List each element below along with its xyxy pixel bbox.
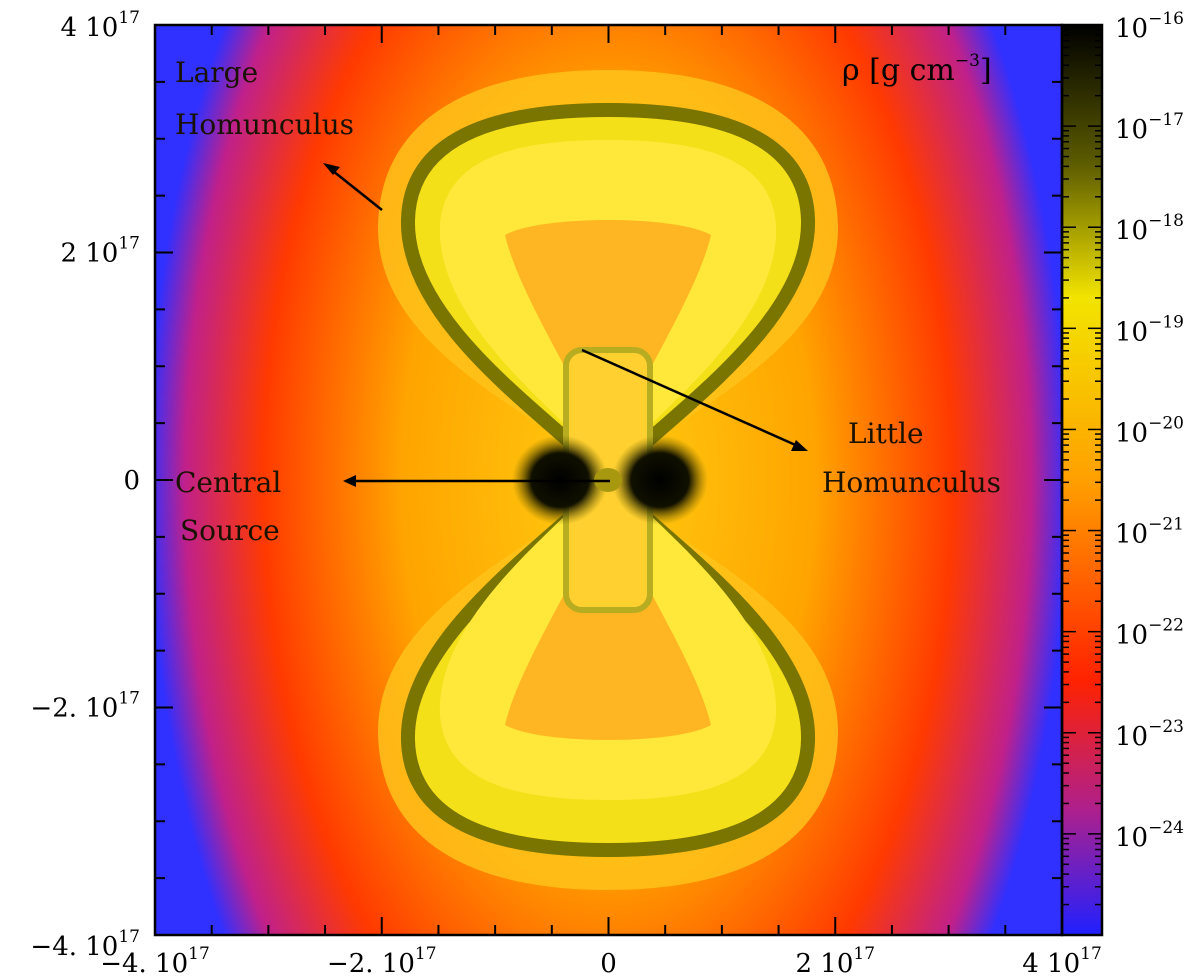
- arrowhead-little-homunculus: [791, 440, 808, 451]
- colorbar-tick-label: 10−21: [1115, 515, 1184, 550]
- y-axis: 4 1017 2 1017 0 −2. 1017 −4. 1017: [30, 8, 1062, 962]
- core-right: [612, 435, 708, 525]
- inner-cavity-bottom: [505, 500, 711, 740]
- colorbar-axis: 10−16 10−17 10−18 10−19 10−20 10−21 10−22 10−23…: [1062, 9, 1184, 936]
- colorbar-tick-label: 10−22: [1115, 616, 1184, 651]
- y-tick-label: −2. 1017: [30, 689, 140, 724]
- x-tick-label: 0: [600, 949, 617, 979]
- arrow-little-homunculus: [581, 348, 801, 449]
- inner-cavity-top: [505, 220, 711, 460]
- x-tick-label: 2 1017: [795, 944, 875, 979]
- annotation-large-line1: Large: [175, 56, 258, 89]
- annotation-large-line2: Homunculus: [175, 108, 354, 141]
- colorbar-tick-label: 10−18: [1115, 211, 1184, 246]
- y-tick-label: 0: [123, 466, 140, 496]
- arrowhead-central-source: [343, 475, 356, 487]
- annotation-little-line1: Little: [848, 417, 924, 450]
- x-tick-label: −4. 1017: [100, 944, 210, 979]
- annotation-central-line1: Central: [175, 466, 281, 499]
- y-tick-label: 4 1017: [60, 8, 140, 43]
- y-tick-label: −4. 1017: [30, 927, 140, 962]
- colorbar-tick-label: 10−19: [1115, 312, 1184, 347]
- colorbar-tick-label: 10−20: [1115, 413, 1184, 448]
- colorbar-tick-label: 10−16: [1115, 9, 1184, 44]
- arrow-large-homunculus: [327, 166, 383, 211]
- annotation-little-line2: Homunculus: [822, 466, 1001, 499]
- x-tick-label: 4 1017: [1022, 944, 1102, 979]
- annotation-central-source: Central Source: [175, 466, 610, 547]
- y-tick-label: 2 1017: [60, 234, 140, 269]
- annotation-central-line2: Source: [180, 514, 280, 547]
- annotation-little-homunculus: Little Homunculus: [581, 348, 1001, 499]
- x-tick-label: −2. 1017: [327, 944, 437, 979]
- arrowhead-large-homunculus: [323, 163, 340, 175]
- quantity-label: ρ [g cm−3]: [842, 51, 992, 88]
- colorbar-tick-label: 10−17: [1115, 110, 1184, 145]
- colorbar-tick-label: 10−24: [1115, 818, 1184, 853]
- annotation-large-homunculus: Large Homunculus: [175, 56, 383, 211]
- x-axis: −4. 1017 −2. 1017 0 2 1017 4 1017: [100, 25, 1102, 979]
- colorbar: [1062, 25, 1102, 935]
- colorbar-tick-label: 10−23: [1115, 717, 1184, 752]
